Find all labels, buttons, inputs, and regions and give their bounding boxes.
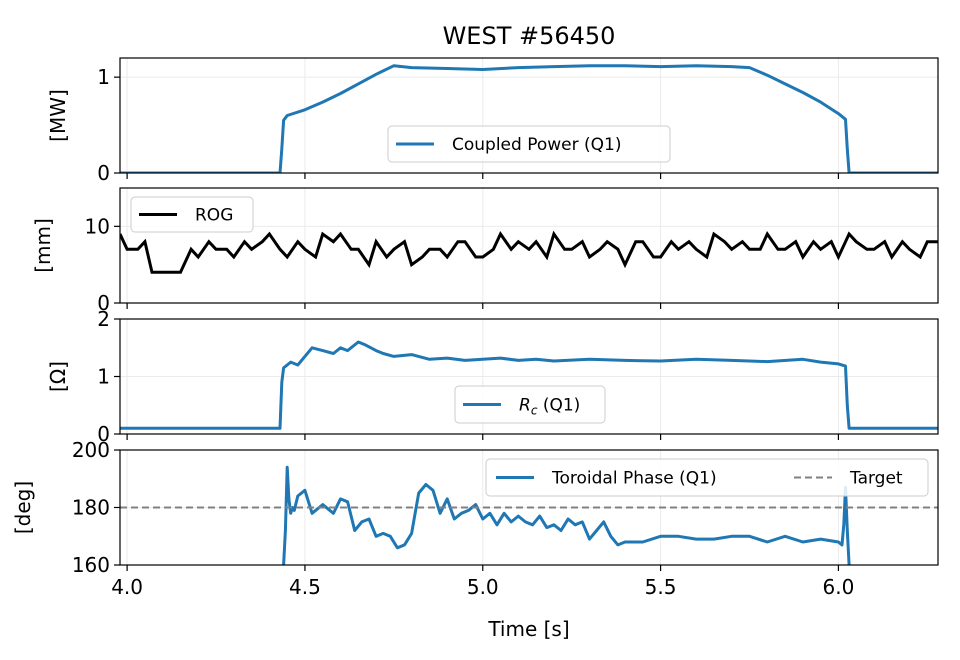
series-line-2 (120, 230, 938, 274)
y-axis-label: [mm] (31, 218, 55, 273)
panel-4: 160 180 200 4.0 4.5 5.0 5.5 6.0 [deg] Toroidal Ph… (11, 438, 939, 599)
legend-box (387, 125, 671, 163)
x-tick-label: 6.0 (823, 575, 855, 599)
series-group (120, 465, 938, 565)
legend-label: Rc (Q1) (519, 396, 580, 418)
legend-box (485, 458, 929, 497)
x-tick-label: 4.5 (289, 575, 321, 599)
x-axis-label: Time [s] (487, 617, 569, 641)
x-tick-label: 5.0 (467, 575, 499, 599)
y-tick-label: 160 (72, 553, 110, 577)
x-tick-label: 4.0 (111, 575, 143, 599)
panel-2: 0 10 [mm] ROG (31, 187, 939, 315)
y-tick-label: 180 (72, 496, 110, 520)
series-line-3 (120, 340, 938, 430)
legend-label-subscript: c (531, 404, 538, 418)
legend: Toroidal Phase (Q1) Target (485, 458, 929, 497)
legend-box (454, 385, 606, 424)
axes-frame (119, 57, 939, 174)
figure-title: WEST #56450 (443, 22, 616, 50)
legend: ROG (130, 196, 254, 233)
series-group (120, 230, 938, 274)
legend-label: Coupled Power (Q1) (452, 135, 621, 155)
axes-frame (119, 187, 939, 304)
y-axis-label: [Ω] (46, 361, 70, 392)
legend: Coupled Power (Q1) (387, 125, 671, 163)
legend-box (130, 196, 254, 233)
y-tick-label: 1 (97, 365, 110, 389)
legend-label-suffix: (Q1) (537, 396, 580, 416)
legend-label: Toroidal Phase (Q1) (551, 469, 717, 489)
series-line-1 (120, 64, 938, 173)
legend-label: ROG (195, 206, 233, 226)
panels: 0 1 [MW] Coupled Power (Q1) 0 10 [mm] ROG 0 1 2 [Ω]… (11, 57, 939, 599)
series-line-4 (282, 465, 851, 565)
y-tick-label: 0 (97, 422, 110, 446)
series-group (120, 64, 938, 173)
legend: Rc (Q1) (454, 385, 606, 424)
y-tick-label: 0 (97, 291, 110, 315)
y-axis-label: [deg] (11, 481, 35, 534)
series-group (120, 340, 938, 430)
panel-3: 0 1 2 [Ω] Rc (Q1) (46, 307, 939, 446)
y-axis-label: [MW] (46, 89, 70, 142)
y-tick-label: 1 (97, 65, 110, 89)
y-tick-label: 10 (85, 214, 110, 238)
x-tick-label: 5.5 (645, 575, 677, 599)
legend-label-main: R (519, 396, 531, 416)
y-tick-label: 0 (97, 161, 110, 185)
y-tick-label: 2 (97, 307, 110, 331)
legend-label: Target (849, 469, 903, 489)
y-tick-label: 200 (72, 438, 110, 462)
panel-1: 0 1 [MW] Coupled Power (Q1) (46, 57, 939, 185)
